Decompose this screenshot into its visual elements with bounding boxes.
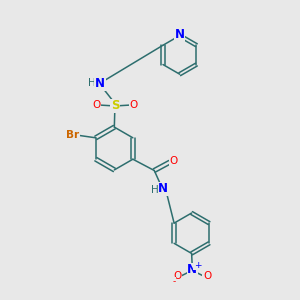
Text: O: O	[169, 156, 177, 166]
Text: S: S	[111, 99, 119, 112]
Text: O: O	[129, 100, 137, 110]
Text: N: N	[175, 28, 185, 41]
Text: +: +	[194, 261, 201, 270]
Text: Br: Br	[66, 130, 79, 140]
Text: H: H	[151, 185, 159, 195]
Text: N: N	[158, 182, 168, 195]
Text: -: -	[172, 277, 176, 286]
Text: O: O	[173, 271, 182, 281]
Text: N: N	[187, 263, 197, 276]
Text: O: O	[92, 100, 101, 110]
Text: H: H	[88, 78, 96, 88]
Text: O: O	[203, 271, 211, 281]
Text: N: N	[95, 77, 105, 90]
